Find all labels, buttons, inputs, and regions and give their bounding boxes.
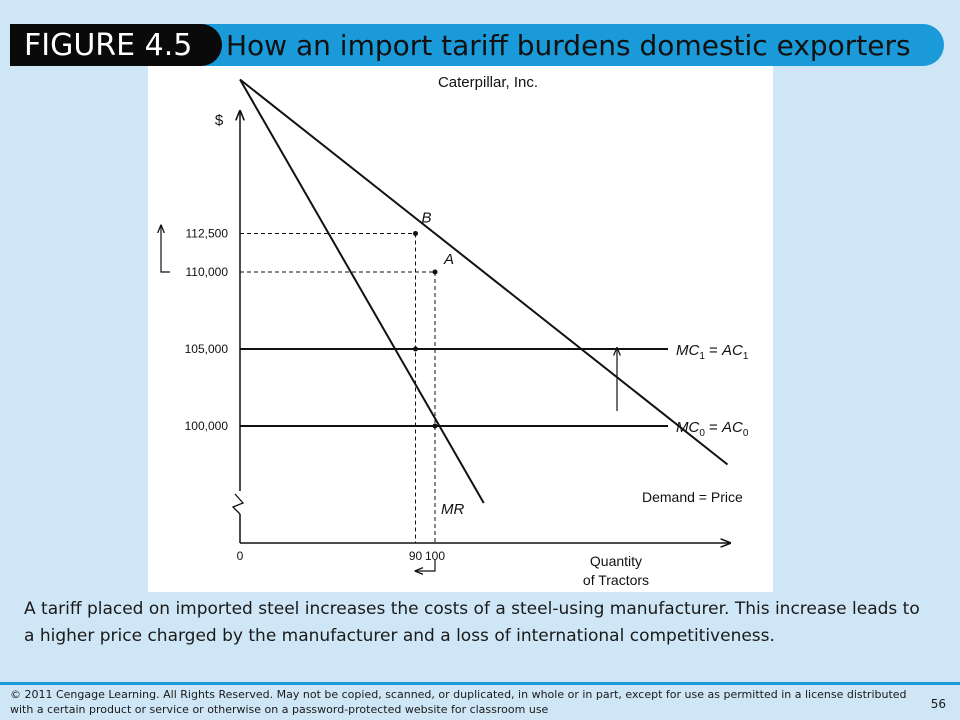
copyright-notice: © 2011 Cengage Learning. All Rights Rese… — [10, 688, 907, 716]
mr-label: MR — [441, 501, 464, 518]
y-tick-label-100000: 100,000 — [185, 419, 229, 433]
page-number: 56 — [930, 697, 946, 711]
mc0-ac0-label: MC0 = AC0 — [676, 419, 749, 439]
demand-line — [239, 78, 729, 466]
y-axis-label: $ — [215, 112, 224, 129]
mc1-ac1-label: MC1 = AC1 — [676, 342, 749, 362]
slide-title: How an import tariff burdens domestic ex… — [226, 29, 911, 62]
price-rise-arrow — [161, 226, 170, 273]
origin-label: 0 — [237, 549, 244, 563]
y-tick-label-112500: 112,500 — [186, 227, 229, 241]
x-axis-label-line-2: of Tractors — [583, 572, 649, 588]
mr-mc1-intersection — [413, 346, 418, 352]
x-axis-label-line-1: Quantity — [590, 553, 642, 569]
chart-title: Caterpillar, Inc. — [438, 74, 538, 91]
point-a-label: A — [443, 251, 454, 268]
demand-label: Demand = Price — [642, 489, 743, 505]
mr-mc0-intersection — [432, 423, 438, 429]
figure-label-pill — [10, 24, 222, 66]
mr-line — [239, 79, 485, 504]
footer-rule — [0, 682, 960, 685]
y-tick-label-105000: 105,000 — [185, 342, 229, 356]
quantity-fall-arrow — [416, 560, 436, 571]
x-tick-label-90: 90 — [409, 549, 423, 563]
y-axis-break-mark — [231, 493, 245, 515]
point-b-marker — [413, 231, 418, 236]
figure-caption: A tariff placed on imported steel increa… — [24, 599, 920, 646]
y-tick-label-110000: 110,000 — [186, 265, 229, 279]
chart-panel: Caterpillar, Inc. $ Quantity of Tractors… — [148, 66, 773, 592]
chart-svg: Caterpillar, Inc. $ Quantity of Tractors… — [148, 74, 749, 588]
figure-label: FIGURE 4.5 — [24, 28, 193, 63]
point-a-marker — [432, 269, 438, 275]
x-tick-label-100: 100 — [425, 549, 445, 563]
point-b-label: B — [422, 210, 432, 227]
